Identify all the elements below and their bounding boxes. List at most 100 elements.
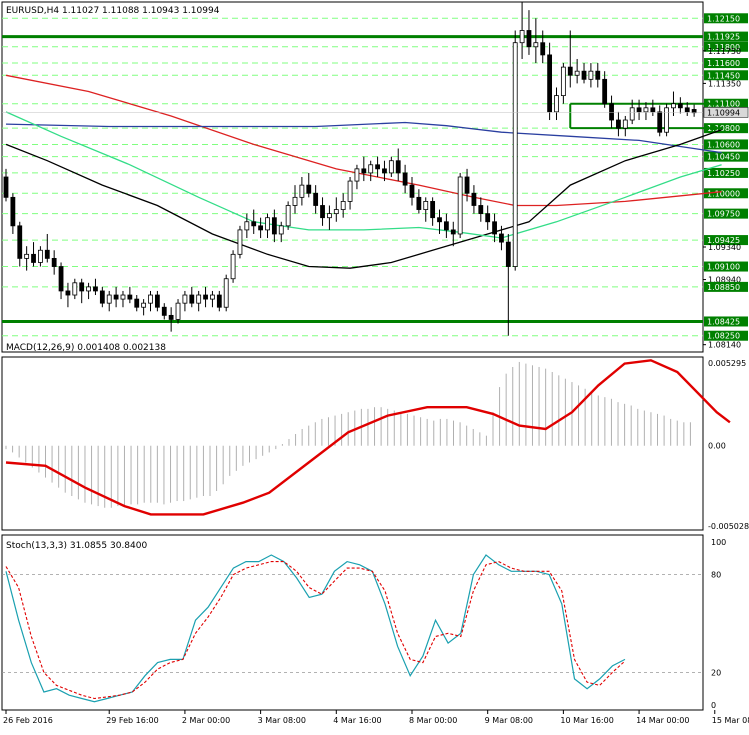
candle-body[interactable] bbox=[540, 42, 546, 56]
candle-body[interactable] bbox=[464, 176, 470, 194]
candle-body[interactable] bbox=[292, 196, 298, 206]
candle-body[interactable] bbox=[533, 42, 539, 48]
candle-body[interactable] bbox=[113, 294, 119, 300]
candle-body[interactable] bbox=[244, 221, 250, 231]
candle-body[interactable] bbox=[265, 217, 270, 231]
candle-body[interactable] bbox=[58, 266, 64, 292]
candle-body[interactable] bbox=[526, 30, 532, 48]
candle-body[interactable] bbox=[24, 253, 30, 259]
candle-body[interactable] bbox=[127, 294, 133, 300]
stoch-panel[interactable]: 100 80 20 0 bbox=[1, 534, 726, 711]
candle-body[interactable] bbox=[409, 184, 415, 198]
candle-body[interactable] bbox=[616, 119, 621, 129]
candle-body[interactable] bbox=[86, 286, 91, 292]
candle-body[interactable] bbox=[320, 205, 325, 219]
candle-body[interactable] bbox=[416, 196, 422, 210]
candle-body[interactable] bbox=[148, 294, 153, 304]
candle-body[interactable] bbox=[258, 225, 264, 231]
candle-body[interactable] bbox=[609, 103, 614, 121]
candle-body[interactable] bbox=[271, 217, 277, 235]
candle-body[interactable] bbox=[216, 294, 222, 308]
candle-body[interactable] bbox=[203, 294, 208, 300]
candle-body[interactable] bbox=[382, 168, 387, 174]
candle-body[interactable] bbox=[430, 201, 436, 219]
candle-body[interactable] bbox=[567, 66, 573, 76]
candle-body[interactable] bbox=[650, 107, 656, 113]
candle-body[interactable] bbox=[677, 103, 683, 109]
candle-body[interactable] bbox=[65, 290, 71, 296]
candle-body[interactable] bbox=[657, 111, 663, 133]
candle-body[interactable] bbox=[457, 176, 463, 235]
candle-body[interactable] bbox=[361, 168, 367, 174]
candle-body[interactable] bbox=[3, 176, 9, 198]
candle-body[interactable] bbox=[44, 249, 50, 259]
candle-body[interactable] bbox=[560, 66, 566, 97]
candle-body[interactable] bbox=[512, 42, 518, 267]
candle-body[interactable] bbox=[51, 257, 57, 267]
candle-body[interactable] bbox=[223, 278, 229, 308]
candle-body[interactable] bbox=[581, 70, 587, 80]
candle-body[interactable] bbox=[17, 225, 23, 259]
macd-panel[interactable]: 0.005295 0.00 -0.005028 bbox=[1, 356, 749, 531]
candle-body[interactable] bbox=[313, 192, 319, 206]
candle-body[interactable] bbox=[636, 107, 642, 113]
candle-body[interactable] bbox=[629, 107, 635, 121]
candle-body[interactable] bbox=[210, 294, 215, 300]
candle-body[interactable] bbox=[643, 107, 649, 113]
candle-body[interactable] bbox=[519, 30, 525, 44]
candle-body[interactable] bbox=[505, 241, 511, 267]
candle-body[interactable] bbox=[182, 294, 188, 304]
candle-body[interactable] bbox=[175, 302, 181, 320]
candle-body[interactable] bbox=[120, 294, 126, 300]
candle-body[interactable] bbox=[354, 168, 360, 182]
candle-body[interactable] bbox=[471, 192, 477, 206]
candle-body[interactable] bbox=[93, 286, 98, 292]
candle-body[interactable] bbox=[154, 294, 160, 308]
candle-body[interactable] bbox=[134, 298, 140, 308]
candle-body[interactable] bbox=[340, 201, 346, 210]
candle-body[interactable] bbox=[368, 164, 374, 174]
candle-body[interactable] bbox=[437, 217, 442, 223]
candle-body[interactable] bbox=[423, 201, 429, 210]
candle-body[interactable] bbox=[237, 229, 243, 255]
candle-body[interactable] bbox=[547, 54, 553, 113]
candle-body[interactable] bbox=[450, 229, 456, 235]
candle-body[interactable] bbox=[588, 70, 594, 80]
candle-body[interactable] bbox=[285, 205, 291, 227]
candle-body[interactable] bbox=[602, 78, 608, 105]
candle-body[interactable] bbox=[499, 233, 504, 243]
candle-body[interactable] bbox=[671, 103, 676, 109]
candle-body[interactable] bbox=[278, 225, 284, 235]
candle-body[interactable] bbox=[141, 302, 147, 308]
candle-body[interactable] bbox=[230, 253, 236, 280]
candle-body[interactable] bbox=[388, 160, 394, 174]
candle-body[interactable] bbox=[375, 164, 380, 170]
candle-body[interactable] bbox=[306, 184, 312, 194]
candle-body[interactable] bbox=[478, 205, 484, 215]
candle-body[interactable] bbox=[443, 221, 449, 231]
candle-body[interactable] bbox=[395, 160, 401, 174]
candle-body[interactable] bbox=[402, 172, 408, 186]
candle-body[interactable] bbox=[691, 109, 697, 114]
candle-body[interactable] bbox=[196, 294, 202, 304]
candle-body[interactable] bbox=[485, 213, 491, 223]
candle-body[interactable] bbox=[492, 221, 497, 235]
candle-body[interactable] bbox=[333, 209, 339, 215]
candle-body[interactable] bbox=[327, 213, 332, 219]
candle-body[interactable] bbox=[299, 184, 305, 198]
candle-body[interactable] bbox=[10, 196, 16, 227]
candle-body[interactable] bbox=[99, 290, 105, 304]
candle-body[interactable] bbox=[38, 249, 43, 263]
candle-body[interactable] bbox=[168, 314, 174, 320]
candle-body[interactable] bbox=[106, 294, 112, 304]
candle-body[interactable] bbox=[189, 294, 195, 304]
candle-body[interactable] bbox=[72, 282, 78, 296]
candle-body[interactable] bbox=[347, 180, 353, 202]
candle-body[interactable] bbox=[161, 306, 167, 316]
candle-body[interactable] bbox=[595, 70, 601, 80]
candle-body[interactable] bbox=[574, 70, 580, 76]
candle-body[interactable] bbox=[251, 221, 257, 227]
candle-body[interactable] bbox=[554, 95, 559, 113]
